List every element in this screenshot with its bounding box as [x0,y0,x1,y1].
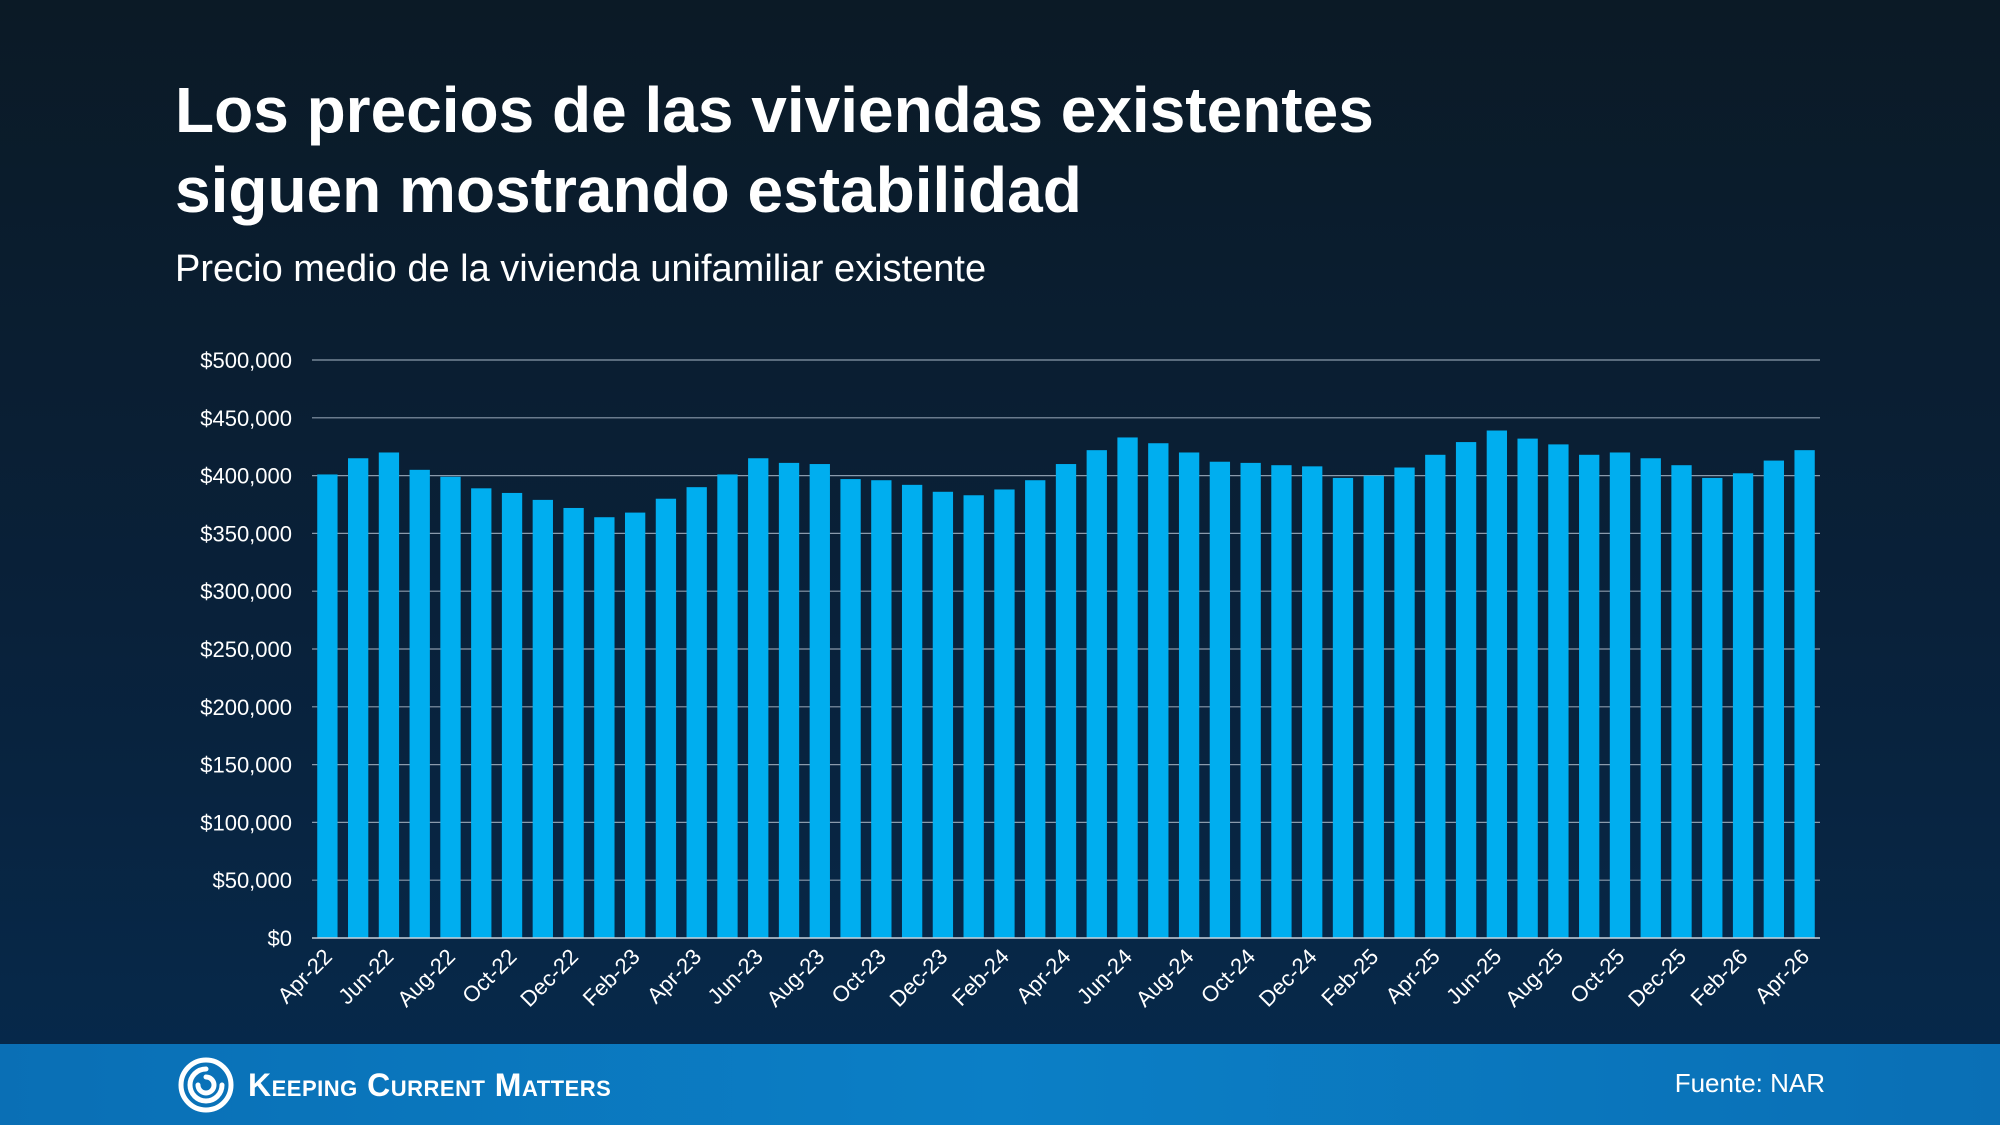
y-tick-label: $450,000 [200,406,292,431]
bar-Jun-24 [1117,437,1138,938]
title-line-1: Los precios de las viviendas existentes [175,74,1374,146]
source-note: Fuente: NAR [1674,1068,1825,1098]
bar-Feb-24 [994,489,1015,938]
bar-Apr-22 [317,474,338,938]
y-tick-label: $200,000 [200,695,292,720]
bar-Apr-26 [1794,450,1815,938]
y-tick-label: $400,000 [200,464,292,489]
bar-Aug-25 [1548,444,1569,938]
x-tick-label: Aug-25 [1500,944,1568,1012]
chart-subtitle: Precio medio de la vivienda unifamiliar … [175,248,987,290]
x-tick-label: Dec-25 [1623,944,1691,1012]
x-tick-label: Dec-22 [515,944,583,1012]
x-tick-label: Apr-22 [273,944,337,1008]
bar-Mar-23 [655,498,677,938]
bar-Jul-24 [1148,443,1169,938]
bar-Dec-22 [563,507,584,938]
bar-Oct-23 [871,480,892,938]
x-tick-label: Dec-24 [1254,944,1322,1012]
x-tick-label: Apr-24 [1011,944,1075,1008]
bar-Nov-25 [1640,458,1661,938]
bar-chart: $0 $50,000 $100,000 $150,000 $200,000 $250,00… [200,348,1820,1012]
y-tick-label: $0 [268,926,292,951]
bar-Jul-23 [778,462,800,938]
y-tick-label: $500,000 [200,348,292,373]
bar-Nov-23 [901,484,923,938]
x-tick-label: Oct-24 [1196,944,1260,1008]
bar-Aug-22 [440,476,461,938]
x-tick-label: Apr-23 [642,944,706,1008]
bar-Apr-25 [1425,454,1446,938]
y-tick-label: $350,000 [200,521,292,546]
bar-Feb-26 [1732,473,1754,938]
x-tick-label: Aug-24 [1131,944,1199,1012]
x-tick-label: Jun-24 [1072,944,1137,1009]
bar-Sep-25 [1579,454,1600,938]
kcm-swirl-icon [178,1057,234,1113]
brand-name: Keeping Current Matters [248,1066,612,1103]
chart-title: Los precios de las viviendas existentes … [175,70,1875,230]
bar-Dec-24 [1302,466,1323,938]
bar-Jul-22 [409,469,430,938]
bars [317,430,1815,938]
x-tick-label: Jun-23 [703,944,768,1009]
y-tick-label: $250,000 [200,637,292,662]
x-tick-label: Oct-25 [1565,944,1629,1008]
bar-Nov-22 [532,499,553,938]
bar-Aug-23 [809,464,830,938]
y-tick-label: $300,000 [200,579,292,604]
x-tick-label: Feb-25 [1316,944,1383,1011]
bar-Sep-22 [471,488,492,938]
bar-Sep-23 [840,479,861,938]
bar-Oct-25 [1609,452,1631,938]
bar-Jan-23 [594,517,615,938]
bar-May-24 [1086,450,1107,938]
footer-bar: Keeping Current Matters Fuente: NAR [0,1044,2000,1125]
x-tick-label: Dec-23 [885,944,953,1012]
y-tick-label: $100,000 [200,810,292,835]
bar-Jun-22 [378,452,400,938]
bar-Mar-26 [1763,460,1784,938]
x-tick-label: Jun-22 [333,944,398,1009]
y-axis-ticks: $0 $50,000 $100,000 $150,000 $200,000 $250,00… [200,348,292,951]
bar-Jul-25 [1517,438,1538,938]
bar-Dec-25 [1671,465,1692,938]
bar-Jan-26 [1702,477,1723,938]
bar-Oct-24 [1240,462,1261,938]
bar-Nov-24 [1271,465,1292,938]
x-tick-label: Feb-24 [947,944,1014,1011]
bar-Oct-22 [501,492,523,938]
y-tick-label: $150,000 [200,753,292,778]
bar-Feb-25 [1363,475,1384,938]
bar-Apr-24 [1055,464,1077,938]
x-tick-label: Aug-22 [392,944,460,1012]
bar-Sep-24 [1209,461,1231,938]
bar-Mar-24 [1025,480,1046,938]
title-line-2: siguen mostrando estabilidad [175,154,1082,226]
bar-Jan-24 [963,495,984,938]
bar-Apr-23 [686,487,707,938]
bar-May-23 [717,474,738,938]
x-tick-label: Apr-25 [1380,944,1444,1008]
bar-May-22 [348,458,369,938]
x-tick-label: Oct-23 [827,944,891,1008]
x-tick-label: Feb-26 [1686,944,1753,1011]
x-tick-label: Apr-26 [1750,944,1814,1008]
bar-Jun-25 [1486,430,1508,938]
x-tick-label: Oct-22 [457,944,521,1008]
bar-Feb-23 [624,512,646,938]
bar-Jan-25 [1332,477,1354,938]
y-tick-label: $50,000 [212,868,292,893]
bar-Mar-25 [1394,467,1415,938]
x-tick-label: Aug-23 [761,944,829,1012]
brand-logo[interactable]: Keeping Current Matters [178,1056,611,1114]
x-tick-label: Feb-23 [578,944,645,1011]
bar-Aug-24 [1178,452,1200,938]
x-axis-ticks: Apr-22Jun-22Aug-22Oct-22Dec-22Feb-23Apr-… [273,944,1815,1012]
bar-May-25 [1455,442,1477,938]
bar-Jun-23 [748,458,769,938]
bar-Dec-23 [932,491,954,938]
x-tick-label: Jun-25 [1441,944,1506,1009]
